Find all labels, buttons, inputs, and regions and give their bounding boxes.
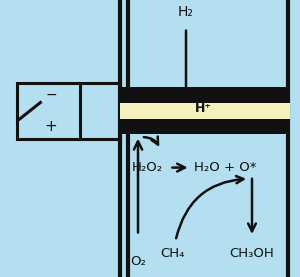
Bar xyxy=(16,83,80,138)
Text: O₂: O₂ xyxy=(130,255,146,268)
Text: H₂O₂: H₂O₂ xyxy=(132,161,163,174)
Text: H₂: H₂ xyxy=(178,5,194,19)
Text: −: − xyxy=(45,88,57,102)
Text: H₂O + O*: H₂O + O* xyxy=(194,161,256,174)
Bar xyxy=(120,87,290,103)
Bar xyxy=(120,119,290,134)
Text: +: + xyxy=(45,119,58,134)
Text: CH₃OH: CH₃OH xyxy=(230,247,274,260)
Bar xyxy=(120,103,290,119)
Text: H⁺: H⁺ xyxy=(195,102,212,114)
FancyArrowPatch shape xyxy=(176,176,243,238)
FancyArrowPatch shape xyxy=(144,137,158,145)
Text: CH₄: CH₄ xyxy=(160,247,185,260)
